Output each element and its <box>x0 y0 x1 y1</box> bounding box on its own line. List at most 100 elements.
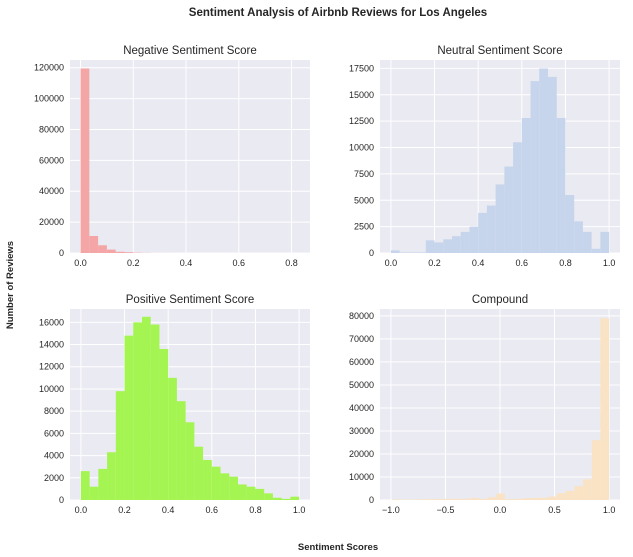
histogram-bar <box>168 377 177 500</box>
histogram-bar <box>548 76 557 253</box>
y-tick-label: 100000 <box>34 94 64 104</box>
histogram-bar <box>124 335 134 500</box>
histogram-bar <box>159 348 169 500</box>
histogram-bar <box>556 118 566 253</box>
histogram-bar <box>478 498 488 500</box>
histogram-bar <box>426 499 436 500</box>
histogram-bar <box>115 251 125 253</box>
histogram-bar <box>229 476 238 500</box>
y-tick-label: 8000 <box>44 406 64 416</box>
histogram-bar <box>150 324 160 500</box>
histogram-bar <box>496 493 505 500</box>
panel-negative: Negative Sentiment Score 0.0 0.2 0.4 0.6 0.8 0… <box>34 45 310 268</box>
y-tick-label: 70000 <box>349 334 374 344</box>
histogram-bar <box>574 486 584 500</box>
histogram-bar <box>582 231 592 253</box>
y-tick-label: 16000 <box>39 317 64 327</box>
histogram-bar <box>452 236 461 253</box>
histogram-bar <box>106 249 116 253</box>
y-tick-label: 0 <box>369 495 374 505</box>
y-tick-label: 15000 <box>349 90 374 100</box>
figure-xlabel: Sentiment Scores <box>298 542 378 553</box>
histogram-bar <box>487 497 497 500</box>
x-tick-label: 1.0 <box>293 505 306 515</box>
histogram-bar <box>98 245 107 253</box>
y-tick-label: 10000 <box>39 384 64 394</box>
panel-title: Neutral Sentiment Score <box>437 45 562 57</box>
histogram-bar <box>89 486 99 500</box>
histogram-bar <box>478 212 487 253</box>
histogram-bar <box>444 498 453 500</box>
panel-title: Positive Sentiment Score <box>126 294 254 306</box>
y-tick-label: 12500 <box>349 116 374 126</box>
histogram-bar <box>133 322 142 500</box>
histogram-bar <box>417 252 426 253</box>
histogram-bar <box>142 316 151 500</box>
y-tick-label: 6000 <box>44 428 64 438</box>
histogram-bar <box>89 236 99 253</box>
panel-positive: Positive Sentiment Score 0.0 0.2 0.4 0.6 0.8 1… <box>39 294 310 515</box>
histogram-bar <box>115 391 125 500</box>
x-tick-label: 0.8 <box>285 258 298 268</box>
histogram-bar <box>548 496 557 500</box>
y-tick-label: 2500 <box>354 222 374 232</box>
histogram-bar <box>272 497 282 500</box>
y-tick-label: 50000 <box>349 380 374 390</box>
histogram-bar <box>539 68 548 253</box>
x-tick-label: 0.0 <box>385 258 398 268</box>
y-tick-label: 20000 <box>39 217 64 227</box>
plot-area <box>70 60 310 253</box>
x-tick-label: 1.0 <box>603 505 616 515</box>
histogram-bar <box>264 493 273 500</box>
x-tick-label: 0.0 <box>75 505 88 515</box>
histogram-bar <box>194 446 204 500</box>
histogram-bar <box>176 401 186 500</box>
histogram-bar <box>486 205 496 253</box>
y-tick-label: 0 <box>369 248 374 258</box>
y-tick-label: 5000 <box>354 195 374 205</box>
histogram-bar <box>246 486 256 500</box>
x-tick-label: 0.4 <box>162 505 175 515</box>
histogram-bar <box>600 231 610 253</box>
histogram-bar <box>461 498 471 500</box>
y-tick-label: 17500 <box>349 63 374 73</box>
x-tick-label: 0.0 <box>74 258 87 268</box>
x-tick-label: 1.0 <box>603 258 616 268</box>
y-tick-label: 40000 <box>39 186 64 196</box>
histogram-bar <box>504 499 514 500</box>
histogram-bar <box>530 81 540 253</box>
histogram-bar <box>255 488 265 500</box>
x-tick-label: 0.4 <box>472 258 485 268</box>
x-tick-label: 0.6 <box>516 258 529 268</box>
histogram-bar <box>469 226 479 253</box>
y-tick-label: 60000 <box>349 357 374 367</box>
histogram-bar <box>583 479 592 500</box>
histogram-bar <box>513 142 522 253</box>
histogram-bar <box>290 496 300 500</box>
histogram-bar <box>281 498 291 500</box>
y-tick-label: 80000 <box>349 311 374 321</box>
histogram-bar <box>435 499 445 500</box>
y-tick-label: 12000 <box>39 362 64 372</box>
panel-title: Compound <box>472 294 528 306</box>
x-tick-label: 0.6 <box>233 258 246 268</box>
histogram-bar <box>124 252 134 253</box>
y-tick-label: 30000 <box>349 426 374 436</box>
histogram-bar <box>504 166 514 253</box>
histogram-bar <box>185 422 195 500</box>
x-tick-label: 0.0 <box>494 505 507 515</box>
figure-suptitle: Sentiment Analysis of Airbnb Reviews for… <box>189 7 487 19</box>
histogram-bar <box>591 248 601 253</box>
y-tick-label: 0 <box>59 248 64 258</box>
x-tick-label: −1.0 <box>382 505 400 515</box>
x-tick-label: 0.5 <box>548 505 561 515</box>
histogram-bar <box>460 231 470 253</box>
x-tick-label: 0.6 <box>206 505 219 515</box>
histogram-bar <box>425 240 435 253</box>
y-tick-label: 60000 <box>39 155 64 165</box>
histogram-bar <box>107 452 116 500</box>
histogram-bar <box>203 460 212 500</box>
panel-compound: Compound −1.0 −0.5 0.0 0.5 1.0 0 10000 20000 3000… <box>349 294 620 515</box>
histogram-bar <box>556 493 566 500</box>
